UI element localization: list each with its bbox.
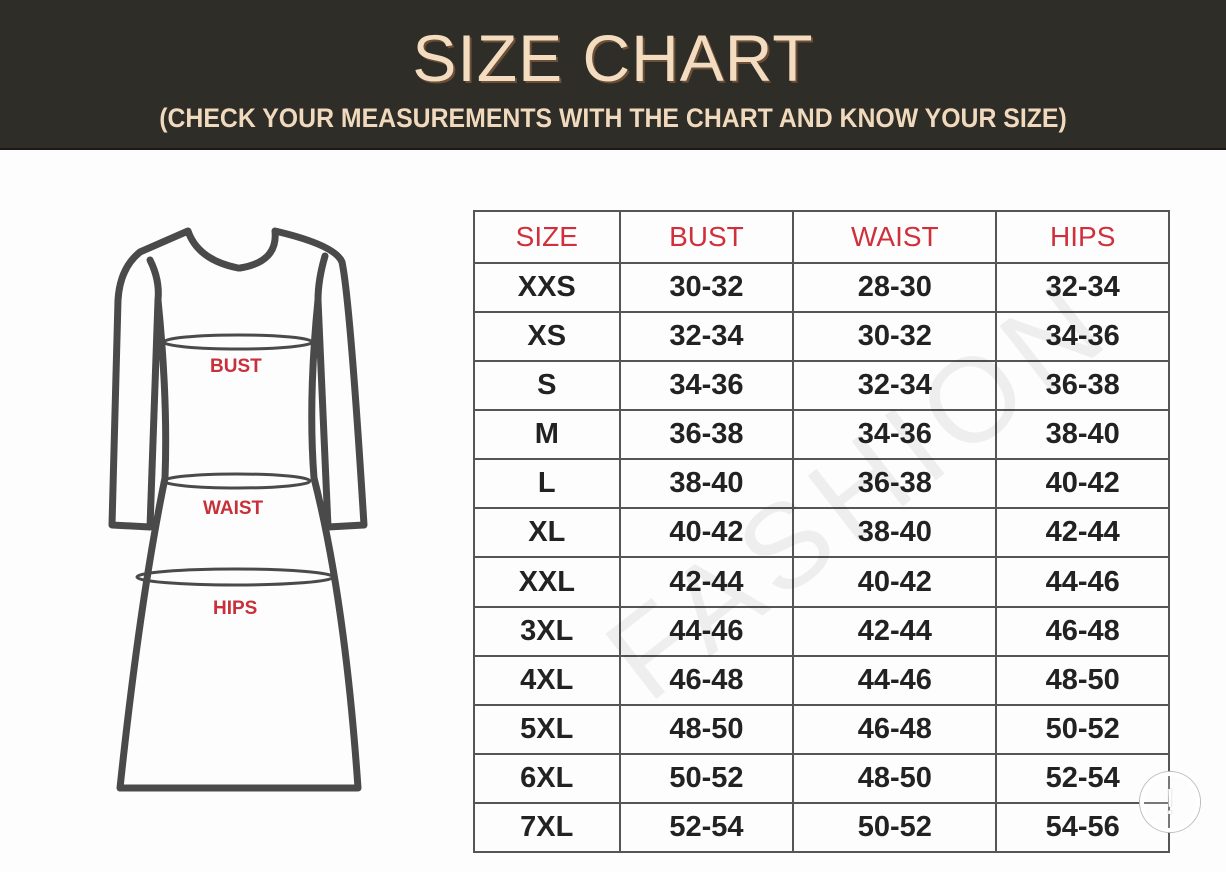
alert-circle-icon[interactable]: ! [1140,772,1200,832]
cell-hips: 32-34 [995,261,1170,314]
cell-hips: 42-44 [995,507,1170,559]
hips-line [135,567,335,587]
cell-size: S [473,360,621,412]
cell-waist: 34-36 [792,409,998,461]
cell-bust: 32-34 [618,311,795,363]
sleeve-seam-right [314,252,329,304]
cell-waist: 50-52 [792,801,998,854]
cell-hips: 50-52 [995,703,1170,755]
cell-hips: 38-40 [995,409,1170,461]
cell-waist: 48-50 [792,752,998,804]
cell-waist: 38-40 [792,507,998,559]
column-header-hips: HIPS [995,210,1170,264]
table-row: 4XL 46-48 44-46 48-50 [473,654,1170,706]
waist-line [162,472,312,490]
dress-outline [108,227,368,792]
cell-hips: 48-50 [995,654,1170,706]
cell-size: 6XL [473,752,621,804]
cell-bust: 44-46 [618,605,795,657]
table-header-row: SIZE BUST WAIST HIPS [473,210,1170,264]
cell-bust: 48-50 [618,703,795,755]
table-row: 6XL 50-52 48-50 52-54 [473,752,1170,804]
cell-waist: 32-34 [792,360,998,412]
cell-hips: 36-38 [995,360,1170,412]
column-header-bust: BUST [618,210,795,264]
header-banner: SIZE CHART (CHECK YOUR MEASUREMENTS WITH… [0,0,1226,150]
hips-label: HIPS [213,598,258,619]
cell-hips: 54-56 [995,801,1170,854]
table-row: 3XL 44-46 42-44 46-48 [473,605,1170,657]
cell-size: XXS [473,261,621,314]
table-row: 5XL 48-50 46-48 50-52 [473,703,1170,755]
table-row: 7XL 52-54 50-52 54-56 [473,801,1170,854]
cell-size: XS [473,311,621,363]
cell-bust: 42-44 [618,556,795,608]
cell-size: L [473,458,621,510]
cell-bust: 52-54 [618,801,795,854]
cell-bust: 38-40 [618,458,795,510]
cell-size: XXL [473,556,621,608]
cell-size: 3XL [473,605,621,657]
table-row: L 38-40 36-38 40-42 [473,458,1170,510]
cell-hips: 44-46 [995,556,1170,608]
table-row: XXS 30-32 28-30 32-34 [473,261,1170,314]
cell-size: XL [473,507,621,559]
cell-size: 4XL [473,654,621,706]
cell-size: 7XL [473,801,621,854]
cell-hips: 46-48 [995,605,1170,657]
size-table: SIZE BUST WAIST HIPS XXS 30-32 28-30 32-34 XS 32… [473,210,1170,854]
page-title: SIZE CHART [412,21,814,95]
cell-waist: 36-38 [792,458,998,510]
cell-hips: 34-36 [995,311,1170,363]
column-header-waist: WAIST [792,210,998,264]
cell-bust: 30-32 [618,261,795,314]
cell-hips: 40-42 [995,458,1170,510]
bust-line [162,333,314,351]
table-row: XS 32-34 30-32 34-36 [473,311,1170,363]
cell-size: M [473,409,621,461]
cell-waist: 30-32 [792,311,998,363]
cell-bust: 50-52 [618,752,795,804]
cell-waist: 44-46 [792,654,998,706]
cell-waist: 28-30 [792,261,998,314]
cell-bust: 40-42 [618,507,795,559]
cell-bust: 34-36 [618,360,795,412]
table-row: XXL 42-44 40-42 44-46 [473,556,1170,608]
cell-bust: 46-48 [618,654,795,706]
table-row: S 34-36 32-34 36-38 [473,360,1170,412]
table-row: XL 40-42 38-40 42-44 [473,507,1170,559]
cell-waist: 40-42 [792,556,998,608]
sleeve-seam-left [146,256,162,304]
cell-waist: 42-44 [792,605,998,657]
column-header-size: SIZE [473,210,621,264]
table-row: M 36-38 34-36 38-40 [473,409,1170,461]
cell-bust: 36-38 [618,409,795,461]
cell-size: 5XL [473,703,621,755]
cell-waist: 46-48 [792,703,998,755]
waist-label: WAIST [203,498,264,519]
bust-label: BUST [210,356,262,377]
page-subtitle: (CHECK YOUR MEASUREMENTS WITH THE CHART … [159,103,1067,133]
